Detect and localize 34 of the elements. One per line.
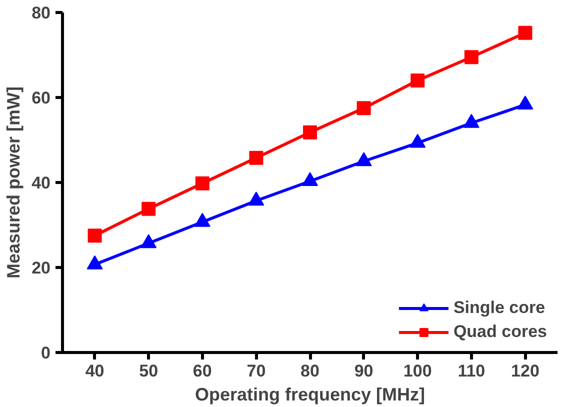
x-tick-label: 100	[403, 362, 432, 380]
point	[356, 101, 371, 116]
point	[463, 114, 480, 128]
point	[194, 212, 210, 227]
legend-label: Single core	[453, 298, 546, 318]
point	[517, 96, 534, 110]
point	[86, 255, 103, 270]
point	[303, 125, 317, 140]
point	[410, 134, 426, 148]
y-tick-label: 60	[32, 88, 51, 108]
point	[464, 50, 478, 64]
y-tick-label: 40	[32, 174, 51, 192]
point	[518, 26, 532, 40]
x-tick-label: 70	[246, 362, 266, 380]
x-tick-label: 60	[192, 362, 212, 380]
y-tick-label: 80	[32, 4, 51, 22]
y-tick-label: 0	[41, 344, 51, 362]
x-tick-label: 120	[511, 362, 540, 380]
legend-label: Quad cores	[453, 322, 547, 342]
point	[410, 74, 425, 88]
point	[302, 172, 318, 186]
point	[356, 152, 372, 166]
point	[140, 234, 157, 248]
x-tick-label: 40	[85, 362, 104, 380]
x-tick-label: 110	[458, 362, 486, 380]
point	[248, 192, 264, 206]
point	[195, 176, 210, 190]
point	[249, 150, 264, 165]
x-tick-label: 80	[300, 362, 320, 380]
x-axis-title: Operating frequency [MHz]	[194, 384, 426, 404]
y-tick-label: 20	[32, 258, 51, 278]
x-tick-label: 90	[354, 362, 374, 380]
x-tick-label: 50	[139, 362, 158, 380]
y-axis-title: Measured power [mW]	[4, 86, 24, 279]
